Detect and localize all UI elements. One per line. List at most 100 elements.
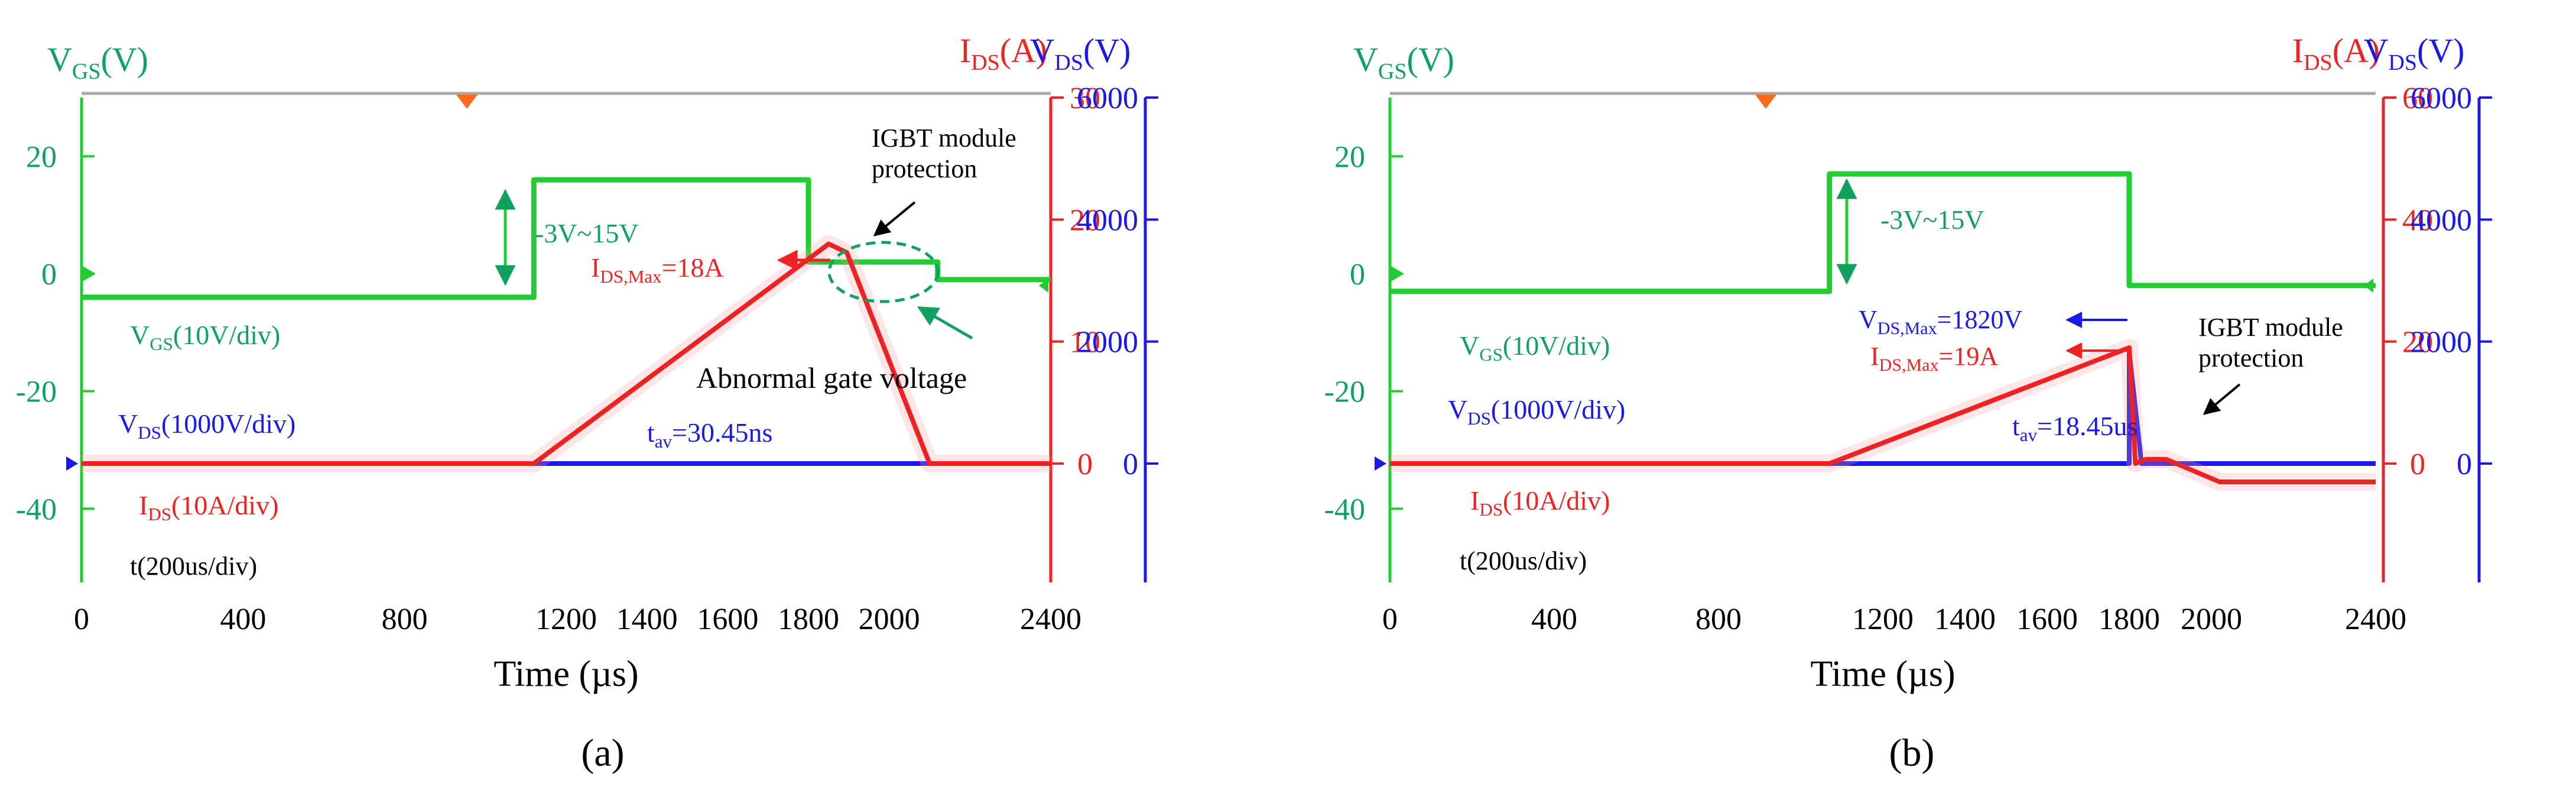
x-tick-label: 2400 xyxy=(2345,603,2406,636)
x-tick-label: 800 xyxy=(1695,603,1742,636)
vgs-tick-label: -20 xyxy=(1324,375,1365,409)
x-tick-label: 1400 xyxy=(1934,603,1996,636)
abnormal-gate-arrow xyxy=(917,306,973,340)
vgs-div-label-part-1: V xyxy=(1460,331,1479,361)
ids-div-label-part-2: DS xyxy=(1479,499,1503,520)
vgs-div-label: VGS(10V/div) xyxy=(130,320,280,354)
vgs-trace xyxy=(1390,171,2376,294)
ids-max-label-part-2: DS,Max xyxy=(600,266,662,287)
vds-div-label-part-2: DS xyxy=(138,422,161,443)
ids-max-label-part-1: I xyxy=(591,252,600,283)
gate-range-label: -3V~15V xyxy=(535,218,639,248)
ids-max-label-part-3: =18A xyxy=(662,252,724,283)
tav-label-part-3: =18.45us xyxy=(2037,411,2138,441)
ids-div-label-part-1: I xyxy=(1470,485,1479,516)
ids-axis-title-part-3: (A) xyxy=(1000,31,1048,70)
panel-b: 200-20-40VGS(V)6040200IDS(A)600040002000… xyxy=(1324,31,2492,775)
x-tick-label: 1400 xyxy=(616,603,678,636)
vgs-tick-label: 20 xyxy=(26,140,57,174)
x-tick-label: 800 xyxy=(382,603,428,636)
x-tick-label: 0 xyxy=(1382,603,1398,636)
igbt-arrow xyxy=(873,201,916,237)
vgs-tick-label: -20 xyxy=(16,375,57,409)
ids-tick-label: 0 xyxy=(2410,448,2425,481)
abnormal-gate-ellipse xyxy=(827,241,940,303)
vgs-tick-label: -40 xyxy=(16,493,57,526)
vds-div-label-part-3: (1000V/div) xyxy=(161,409,295,439)
x-tick-label: 400 xyxy=(220,603,266,636)
vds-tick-label: 6000 xyxy=(2411,82,2472,115)
ids-div-label: IDS(10A/div) xyxy=(1470,485,1610,520)
tav-label-part-1: t xyxy=(2012,411,2020,441)
x-tick-label: 2400 xyxy=(1020,603,1081,636)
ids-tick-label: 40 xyxy=(2402,203,2433,237)
ids-max-label-part-3: =19A xyxy=(1939,342,1999,371)
vgs-axis-title-part-1: V xyxy=(47,40,72,79)
ids-max-label: IDS,Max=19A xyxy=(1870,342,1998,375)
igbt-label-line2: protection xyxy=(872,154,977,183)
x-axis-title: Time (µs) xyxy=(1810,654,1955,694)
ids-div-label-part-1: I xyxy=(139,490,148,520)
gate-range-label-part-1: -3V~15V xyxy=(1880,205,1984,235)
time-div-label-part-1: t(200us/div) xyxy=(130,552,257,581)
vgs-axis-title-part-2: GS xyxy=(72,59,101,84)
igbt-label-line2-part-1: protection xyxy=(2198,344,2304,373)
ids-div-label-part-3: (10A/div) xyxy=(171,490,278,520)
ids-tick-label: 60 xyxy=(2402,82,2433,115)
vds-zero-marker xyxy=(66,456,78,471)
vds-div-label-part-2: DS xyxy=(1467,408,1491,429)
tav-label: tav=30.45ns xyxy=(647,417,772,452)
vgs-div-label-part-3: (10V/div) xyxy=(1503,331,1610,361)
x-tick-label: 2000 xyxy=(2181,603,2242,636)
vds-axis-title-part-1: V xyxy=(2364,31,2389,70)
igbt-label-line1-part-1: IGBT module xyxy=(872,124,1016,153)
gate-range-label: -3V~15V xyxy=(1880,205,1984,235)
trigger-marker xyxy=(1755,95,1776,109)
ids-axis-title-part-1: I xyxy=(2292,31,2304,70)
trigger-marker xyxy=(456,95,477,109)
panel-a: 200-20-40VGS(V)3020100IDS(A)600040002000… xyxy=(16,31,1158,775)
vds-tick-label: 2000 xyxy=(1077,326,1138,359)
ids-axis-title: IDS(A) xyxy=(960,31,1047,75)
vgs-div-label-part-3: (10V/div) xyxy=(173,320,280,350)
ids-tick-label: 0 xyxy=(1077,448,1093,481)
vgs-tick-label: 20 xyxy=(1334,140,1365,174)
time-div-label: t(200us/div) xyxy=(1460,546,1587,575)
igbt-label-line1-part-1: IGBT module xyxy=(2198,313,2343,342)
ids-trace xyxy=(1390,345,2376,484)
vds-axis-title-part-3: (V) xyxy=(2417,31,2465,70)
vds-tick-label: 6000 xyxy=(1077,82,1138,115)
ids-axis-title-part-1: I xyxy=(960,31,971,70)
vds-zero-marker xyxy=(1375,456,1386,471)
vds-tick-label: 4000 xyxy=(1077,203,1138,237)
vgs-tick-label: 0 xyxy=(41,258,57,292)
ids-max-label-part-1: I xyxy=(1870,342,1879,371)
vds-tick-label: 0 xyxy=(1123,448,1138,481)
igbt-label-line2: protection xyxy=(2198,344,2304,373)
ids-div-label-part-3: (10A/div) xyxy=(1503,485,1610,516)
vds-axis-title: VDS(V) xyxy=(2364,31,2465,75)
vds-max-label: VDS,Max=1820V xyxy=(1859,305,2022,338)
igbt-label-line2-part-1: protection xyxy=(872,154,977,183)
igbt-arrow xyxy=(2203,383,2241,415)
vds-max-label-part-2: DS,Max xyxy=(1877,319,1937,338)
time-div-label-part-1: t(200us/div) xyxy=(1460,546,1587,575)
abnormal-gate-label-part-1: Abnormal gate voltage xyxy=(696,361,967,394)
abnormal-gate-label: Abnormal gate voltage xyxy=(696,361,967,394)
igbt-label-line1: IGBT module xyxy=(2198,313,2343,342)
x-tick-label: 1800 xyxy=(778,603,839,636)
vgs-div-label: VGS(10V/div) xyxy=(1460,331,1610,365)
x-tick-label: 400 xyxy=(1531,603,1577,636)
tav-label-part-3: =30.45ns xyxy=(672,417,772,448)
vds-axis-title-part-2: DS xyxy=(1054,50,1083,75)
vds-div-label: VDS(1000V/div) xyxy=(118,409,295,443)
vgs-div-label-part-2: GS xyxy=(1479,344,1503,365)
x-tick-label: 1600 xyxy=(2016,603,2078,636)
vgs-axis-title-part-2: GS xyxy=(1378,59,1407,84)
ids-tick-label: 20 xyxy=(1070,203,1100,237)
x-tick-label: 1600 xyxy=(697,603,758,636)
ids-axis-title-part-2: DS xyxy=(2304,50,2333,75)
ids-div-label: IDS(10A/div) xyxy=(139,490,278,524)
vgs-axis-title-part-1: V xyxy=(1353,40,1378,79)
